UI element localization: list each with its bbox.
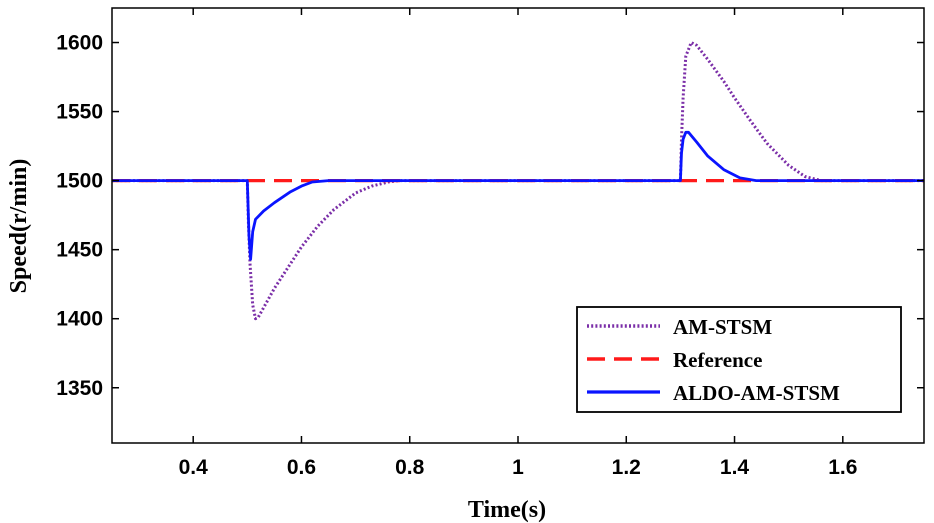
x-tick-label: 0.8 (395, 456, 425, 479)
legend: AM-STSM Reference ALDO-AM-STSM (576, 306, 902, 413)
x-axis-title: Time(s) (468, 497, 546, 523)
series-aldo-am-stsm (112, 130, 924, 261)
y-tick-label: 1550 (56, 101, 103, 124)
x-tick-label: 1.6 (828, 456, 857, 479)
x-tick-label: 0.6 (287, 456, 316, 479)
series-layer (112, 41, 924, 321)
x-tick-label: 1.4 (720, 456, 750, 479)
ticks-layer: 0.4 0.6 0.8 1 1.2 1.4 1.6 1350 1400 1450 1500 1550 1… (56, 8, 924, 479)
legend-label: AM-STSM (673, 315, 772, 339)
x-tick-label: 1 (512, 456, 524, 479)
x-tick-label: 1.2 (612, 456, 641, 479)
y-tick-label: 1350 (56, 377, 103, 400)
legend-label: ALDO-AM-STSM (673, 381, 840, 405)
y-tick-label: 1450 (56, 239, 103, 262)
y-tick-label: 1400 (56, 308, 103, 331)
y-tick-label: 1600 (56, 32, 103, 55)
legend-label: Reference (673, 348, 762, 372)
y-tick-label: 1500 (56, 170, 103, 193)
y-axis-title: Speed(r/min) (6, 159, 32, 294)
x-tick-label: 0.4 (179, 456, 209, 479)
